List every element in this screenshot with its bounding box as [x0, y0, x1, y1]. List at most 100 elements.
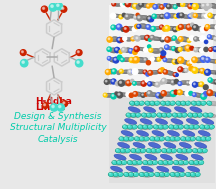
Ellipse shape — [170, 137, 175, 141]
Circle shape — [161, 51, 166, 56]
Circle shape — [174, 90, 178, 94]
Ellipse shape — [208, 113, 213, 117]
Ellipse shape — [195, 142, 207, 148]
Ellipse shape — [152, 37, 162, 41]
Circle shape — [203, 14, 204, 16]
Circle shape — [160, 5, 164, 9]
Circle shape — [145, 93, 148, 96]
Ellipse shape — [189, 125, 192, 127]
Ellipse shape — [162, 149, 165, 151]
Ellipse shape — [128, 107, 140, 112]
Ellipse shape — [166, 137, 174, 139]
Circle shape — [205, 7, 208, 10]
Ellipse shape — [119, 93, 125, 95]
Circle shape — [208, 36, 210, 37]
Ellipse shape — [195, 172, 200, 177]
Circle shape — [115, 81, 120, 86]
Ellipse shape — [170, 137, 173, 139]
Circle shape — [179, 83, 180, 84]
Ellipse shape — [145, 137, 147, 139]
Ellipse shape — [151, 113, 156, 117]
Circle shape — [184, 68, 188, 72]
Ellipse shape — [210, 125, 212, 127]
Circle shape — [134, 36, 138, 40]
Ellipse shape — [167, 113, 169, 115]
Circle shape — [163, 70, 167, 74]
Circle shape — [111, 25, 116, 30]
Circle shape — [188, 14, 192, 18]
Circle shape — [194, 48, 198, 52]
Ellipse shape — [181, 68, 187, 73]
Ellipse shape — [168, 14, 173, 16]
Ellipse shape — [180, 137, 194, 142]
Circle shape — [149, 71, 150, 73]
Ellipse shape — [182, 15, 187, 17]
Circle shape — [63, 102, 65, 104]
Circle shape — [205, 57, 210, 62]
Ellipse shape — [208, 25, 214, 27]
Ellipse shape — [140, 101, 142, 103]
Circle shape — [148, 70, 152, 75]
Ellipse shape — [192, 101, 194, 103]
Ellipse shape — [154, 173, 168, 177]
Circle shape — [204, 47, 208, 51]
Circle shape — [202, 5, 204, 6]
Ellipse shape — [124, 137, 127, 139]
Ellipse shape — [149, 173, 152, 174]
Ellipse shape — [137, 161, 140, 163]
Ellipse shape — [186, 173, 194, 175]
Ellipse shape — [160, 137, 162, 139]
Circle shape — [172, 81, 173, 82]
Ellipse shape — [152, 130, 164, 136]
Circle shape — [107, 57, 111, 60]
Circle shape — [149, 17, 154, 22]
Ellipse shape — [107, 80, 111, 82]
Circle shape — [119, 15, 123, 19]
Ellipse shape — [112, 14, 122, 18]
Ellipse shape — [197, 113, 203, 117]
Ellipse shape — [197, 137, 199, 139]
Ellipse shape — [157, 113, 170, 118]
Ellipse shape — [186, 101, 188, 103]
Ellipse shape — [118, 172, 123, 177]
Circle shape — [77, 51, 79, 53]
Circle shape — [179, 58, 181, 60]
Ellipse shape — [134, 137, 140, 141]
Ellipse shape — [131, 149, 136, 153]
Circle shape — [133, 3, 138, 9]
Ellipse shape — [126, 113, 131, 117]
Ellipse shape — [130, 101, 138, 104]
Circle shape — [187, 61, 191, 66]
Circle shape — [178, 91, 180, 92]
Circle shape — [187, 39, 191, 43]
Ellipse shape — [150, 137, 153, 139]
Circle shape — [61, 6, 67, 12]
Ellipse shape — [122, 161, 124, 163]
Ellipse shape — [126, 113, 129, 115]
Circle shape — [160, 14, 164, 19]
Ellipse shape — [133, 172, 139, 177]
Ellipse shape — [104, 93, 114, 97]
Circle shape — [43, 7, 44, 9]
Ellipse shape — [194, 4, 205, 9]
Circle shape — [160, 49, 161, 50]
Ellipse shape — [151, 149, 156, 153]
Circle shape — [150, 36, 154, 40]
Circle shape — [141, 81, 146, 86]
Ellipse shape — [122, 70, 127, 72]
Circle shape — [205, 40, 208, 43]
Circle shape — [202, 13, 206, 18]
Circle shape — [124, 28, 126, 29]
Circle shape — [214, 37, 216, 41]
Ellipse shape — [131, 113, 134, 115]
Ellipse shape — [122, 125, 136, 130]
Circle shape — [208, 78, 212, 82]
Circle shape — [205, 2, 211, 9]
Circle shape — [111, 69, 117, 74]
Ellipse shape — [141, 149, 143, 151]
Circle shape — [200, 56, 206, 62]
Circle shape — [213, 47, 216, 52]
Circle shape — [156, 93, 161, 98]
Circle shape — [159, 48, 164, 52]
Circle shape — [135, 36, 140, 41]
